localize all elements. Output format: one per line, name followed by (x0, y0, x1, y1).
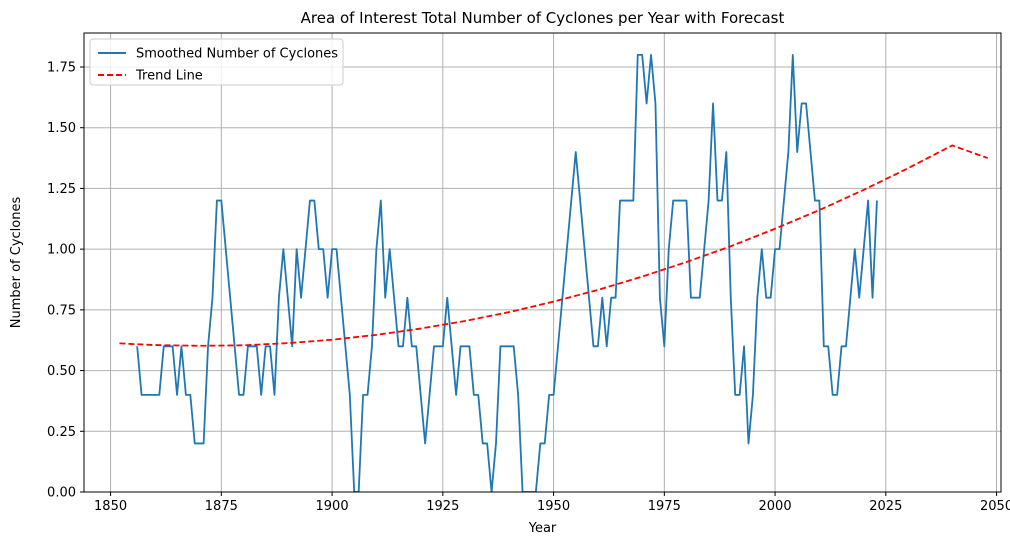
legend-label-smoothed: Smoothed Number of Cyclones (136, 47, 338, 62)
legend: Smoothed Number of Cyclones Trend Line (89, 38, 344, 86)
y-tick-label: 0.50 (47, 364, 76, 379)
x-tick-label: 1850 (94, 499, 127, 514)
x-axis-label: Year (528, 521, 557, 536)
y-tick-label: 1.00 (47, 243, 76, 258)
x-tick-label: 1925 (426, 499, 459, 514)
legend-label-trend: Trend Line (135, 69, 203, 84)
chart-title: Area of Interest Total Number of Cyclone… (301, 9, 785, 27)
smoothed-cyclones-line (136, 53, 878, 492)
x-tick-label: 1900 (316, 499, 349, 514)
axes-frame (83, 32, 1002, 493)
y-axis-label: Number of Cyclones (9, 197, 24, 329)
y-tick-label: 1.50 (47, 121, 76, 136)
legend-box (89, 38, 344, 86)
y-tick-label: 1.25 (47, 182, 76, 197)
y-tick-label: 0.75 (47, 303, 76, 318)
y-tick-label: 1.75 (47, 61, 76, 76)
y-tick-label: 0.00 (47, 486, 76, 501)
x-tick-label: 1950 (537, 499, 570, 514)
y-tick-label: 0.25 (47, 425, 76, 440)
x-tick-label: 1975 (648, 499, 681, 514)
series-layer (119, 53, 989, 492)
x-tick-label: 1875 (205, 499, 238, 514)
ticks: 1850 1875 1900 1925 1950 1975 2000 2025 2050 0.00… (47, 61, 1010, 515)
x-tick-label: 2000 (759, 499, 792, 514)
trend-line (119, 144, 989, 347)
x-tick-label: 2050 (980, 499, 1010, 514)
x-tick-label: 2025 (869, 499, 902, 514)
